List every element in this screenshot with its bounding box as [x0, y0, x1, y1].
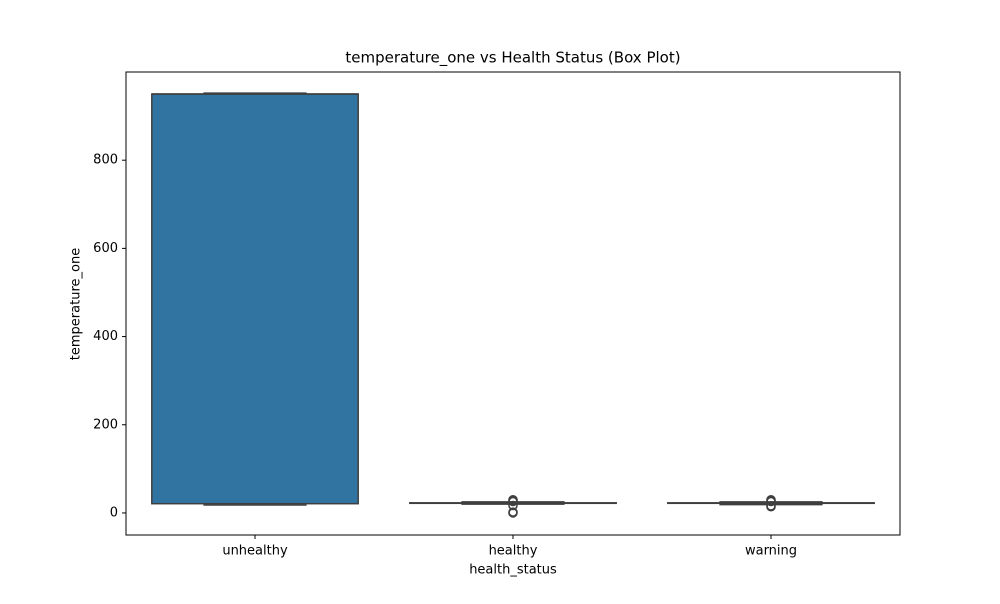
y-tick-label: 600: [93, 241, 118, 256]
plot-frame: [125, 71, 901, 536]
box: [151, 93, 359, 505]
x-tick-label: unhealthy: [222, 544, 288, 559]
y-tick-label: 400: [93, 329, 118, 344]
x-axis-label: health_status: [469, 563, 557, 578]
outlier: [766, 501, 776, 511]
outlier: [508, 507, 518, 517]
y-tick-label: 200: [93, 417, 118, 432]
y-tick-label: 0: [110, 505, 118, 520]
x-tick-label: healthy: [489, 544, 538, 559]
y-tick-label: 800: [93, 153, 118, 168]
outlier: [766, 494, 776, 505]
chart-title: temperature_one vs Health Status (Box Pl…: [345, 49, 680, 68]
outlier: [508, 494, 518, 505]
outlier: [508, 500, 518, 511]
y-axis-label: temperature_one: [69, 248, 84, 360]
x-tick-label: warning: [745, 544, 797, 559]
